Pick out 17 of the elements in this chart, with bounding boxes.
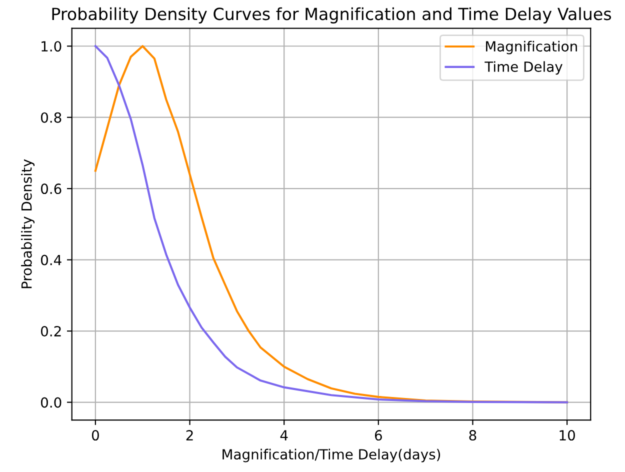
x-tick-label: 10 (560, 430, 575, 441)
x-tick-label: 2 (186, 430, 193, 440)
y-tick-label: 0.2 (40, 326, 61, 337)
x-axis-title: Magnification/Time Delay(days) (222, 448, 440, 462)
legend-label: Time Delay (484, 61, 562, 75)
x-tick-label: 4 (280, 430, 288, 440)
chart-title: Probability Density Curves for Magnification and Time Delay Values (52, 7, 612, 24)
x-tick-label: 6 (374, 430, 382, 441)
y-tick-label: 1.0 (42, 41, 62, 52)
y-tick-label: 0.8 (40, 112, 62, 123)
x-tick-label: 8 (469, 430, 476, 441)
y-tick-label: 0.6 (40, 184, 62, 194)
y-axis-title: Probability Density (21, 159, 35, 288)
y-tick-label: 0.0 (40, 397, 62, 408)
x-tick-label: 0 (92, 430, 99, 441)
y-tick-label: 0.4 (40, 254, 62, 266)
legend-label: Magnification (486, 40, 577, 54)
